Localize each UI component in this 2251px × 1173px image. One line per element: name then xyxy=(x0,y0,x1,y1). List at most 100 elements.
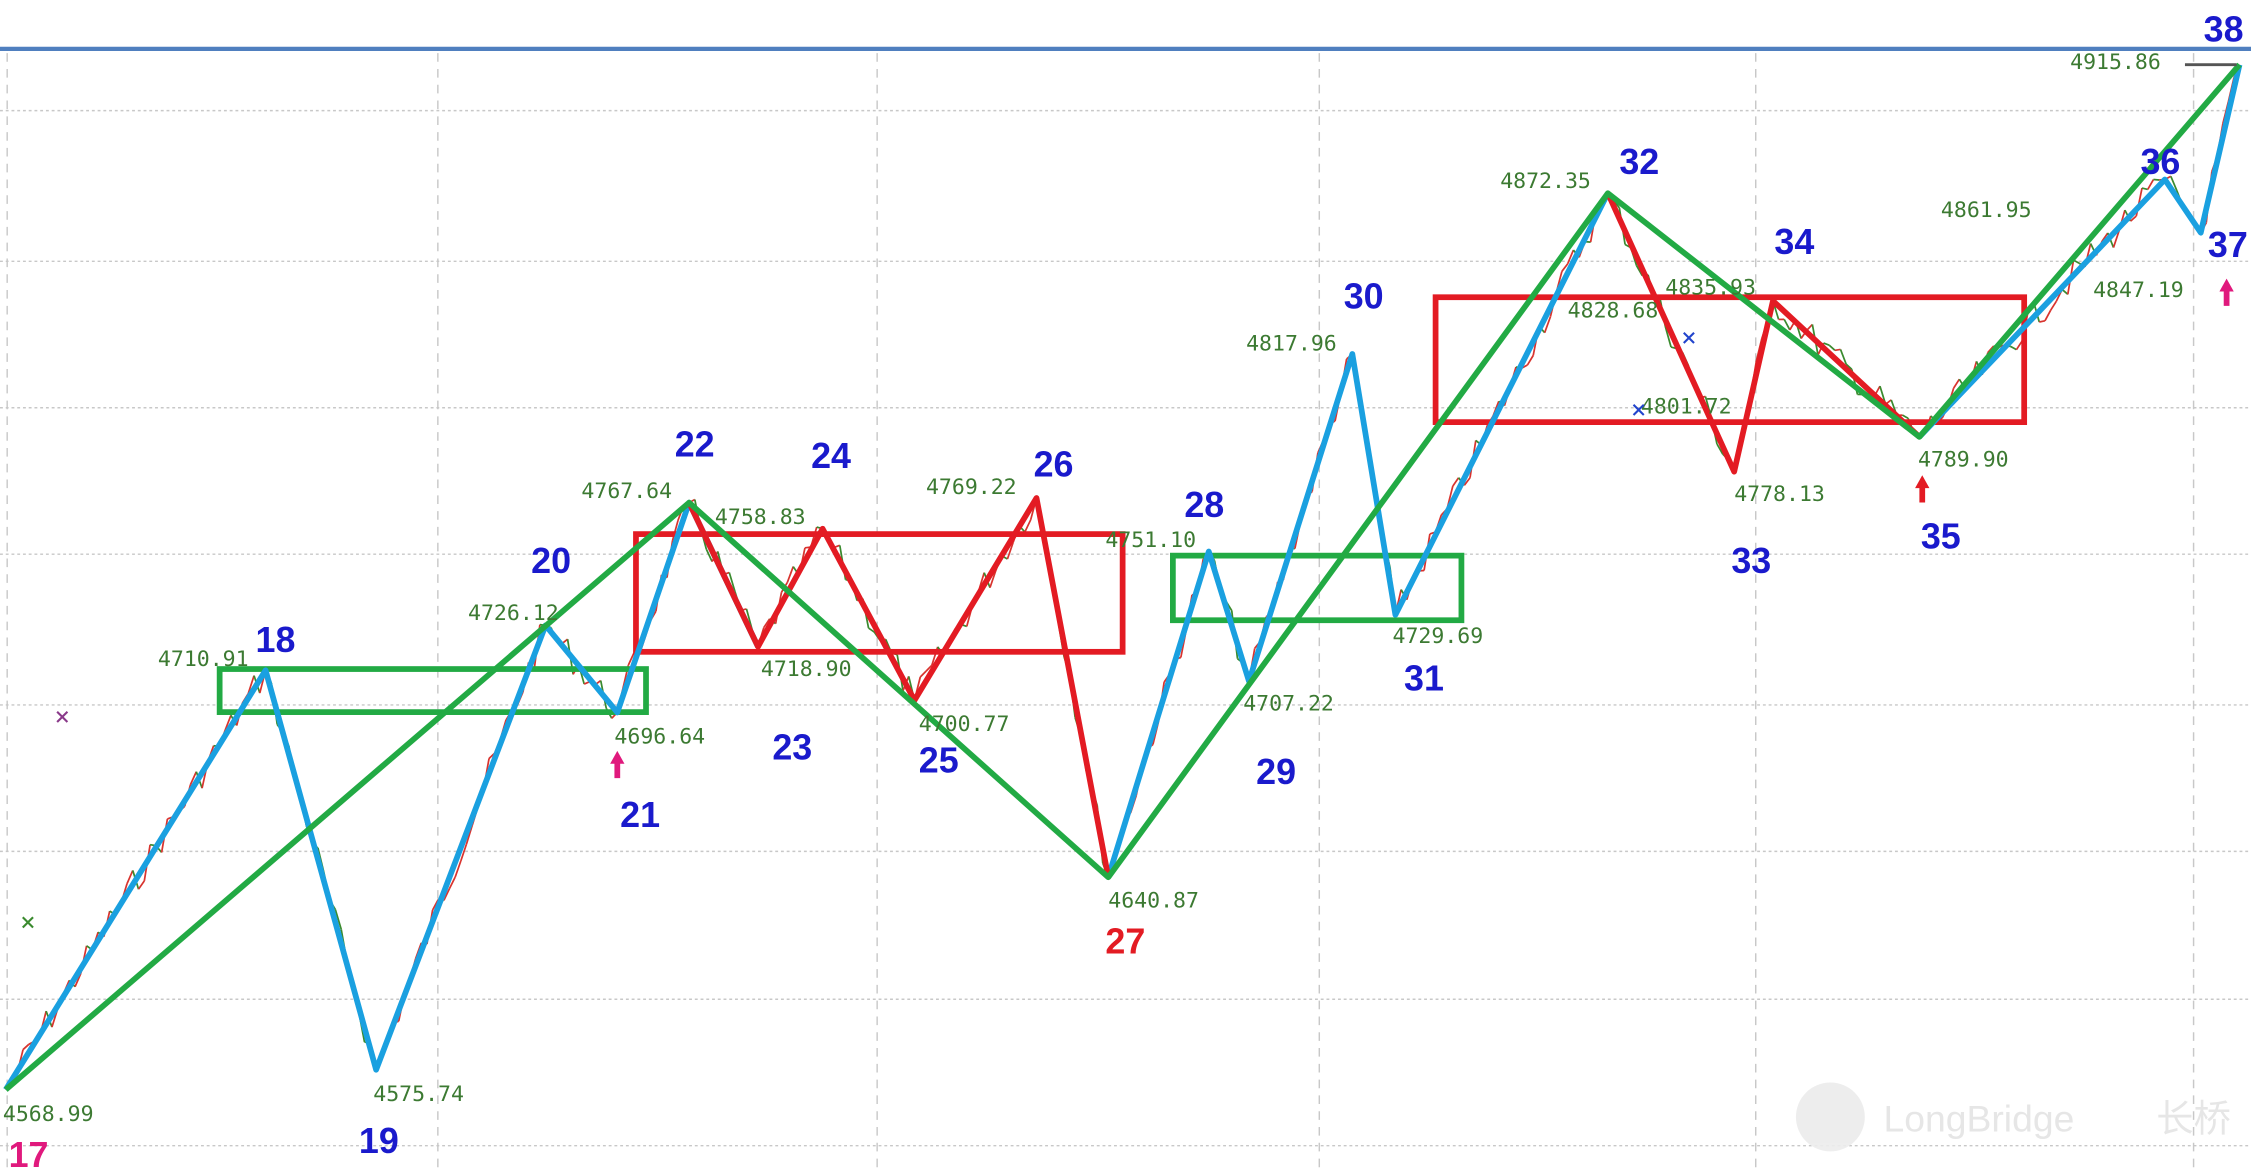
wave-number-21: 21 xyxy=(620,795,660,835)
wave-number-19: 19 xyxy=(359,1121,399,1161)
price-segment xyxy=(1664,326,1672,348)
price-segment xyxy=(2039,319,2046,323)
wave-number-23: 23 xyxy=(772,727,812,767)
x-marker: × xyxy=(20,907,36,937)
price-segment xyxy=(925,664,933,672)
wave-number-37: 37 xyxy=(2208,225,2248,265)
pivot-value-label: 4700.77 xyxy=(919,712,1010,737)
pivot-value-label: 4835.93 xyxy=(1665,275,1756,300)
pivot-value-label: 4729.69 xyxy=(1393,624,1484,649)
green-box xyxy=(216,666,649,715)
blue-wave-line xyxy=(1917,64,2243,439)
price-segment xyxy=(763,618,771,628)
wave-number-36: 36 xyxy=(2140,142,2180,182)
price-segment xyxy=(334,909,343,930)
x-marker: × xyxy=(1631,395,1647,425)
price-segment xyxy=(74,973,82,988)
price-segment xyxy=(465,825,473,845)
price-segment xyxy=(2010,345,2017,351)
wave-number-29: 29 xyxy=(1256,752,1296,792)
x-marker: × xyxy=(55,702,71,732)
watermark-brand: LongBridge xyxy=(1883,1097,2074,1139)
red-box xyxy=(633,531,1126,655)
price-segment xyxy=(1006,541,1015,560)
price-segment xyxy=(2170,175,2178,191)
price-segment xyxy=(728,572,736,592)
price-segment xyxy=(1952,378,1961,389)
wave-lines xyxy=(3,62,2243,1092)
pivot-value-label: 4707.22 xyxy=(1243,692,1334,717)
pivot-value-label: 4751.10 xyxy=(1105,528,1196,553)
price-segment xyxy=(1024,519,1032,533)
price-segment xyxy=(2101,232,2109,242)
wave-number-31: 31 xyxy=(1404,659,1444,699)
price-segment xyxy=(1828,344,1836,351)
price-segment xyxy=(1566,249,1575,265)
watermark-cn: 长桥 xyxy=(2156,1097,2231,1139)
pivot-value-label: 4847.19 xyxy=(2093,278,2184,303)
red-box xyxy=(1432,294,2028,425)
pivot-value-label: 4861.95 xyxy=(1941,198,2032,223)
wave-number-35: 35 xyxy=(1921,516,1961,556)
price-segment xyxy=(126,870,134,885)
pivot-value-label: 4575.74 xyxy=(373,1082,464,1107)
pivot-value-label: 4767.64 xyxy=(581,479,672,504)
price-segment xyxy=(1543,316,1552,333)
price-segment xyxy=(448,876,456,889)
wave-number-17: 17 xyxy=(9,1135,49,1173)
price-annotation-label: 4828.68 xyxy=(1568,298,1659,323)
markers: × × × × xyxy=(20,63,2237,937)
price-segment xyxy=(460,843,468,862)
price-segment xyxy=(989,570,997,588)
wave-number-25: 25 xyxy=(919,740,959,780)
price-segment xyxy=(224,714,232,731)
price-segment xyxy=(1839,349,1847,365)
price-segment xyxy=(1845,363,1853,370)
price-segment xyxy=(627,652,635,666)
wave-number-18: 18 xyxy=(256,620,296,660)
wave-number-24: 24 xyxy=(811,436,851,476)
price-segment xyxy=(22,1043,30,1051)
pivot-value-label: 4758.83 xyxy=(715,505,806,530)
price-segment xyxy=(2146,179,2155,190)
wave-number-30: 30 xyxy=(1344,277,1384,317)
price-segment xyxy=(247,675,255,694)
price-segment xyxy=(671,520,679,541)
wave-number-33: 33 xyxy=(1731,541,1771,581)
watermark: LongBridge 长桥 xyxy=(1795,1082,2231,1152)
wave-number-32: 32 xyxy=(1619,142,1659,182)
up-arrow-icon xyxy=(610,750,625,779)
price-segment xyxy=(1823,342,1830,347)
price-segment xyxy=(2130,215,2137,222)
red-wave-line xyxy=(1605,192,1922,475)
wave-number-38: 38 xyxy=(2204,10,2244,50)
price-segment xyxy=(2141,187,2148,191)
pivot-value-label: 4568.99 xyxy=(3,1102,94,1127)
pivot-value-label: 4640.87 xyxy=(1108,888,1199,913)
longbridge-logo xyxy=(1795,1082,1865,1152)
pivot-value-label: 4915.86 xyxy=(2070,50,2161,75)
price-segment xyxy=(1716,443,1724,455)
consolidation-boxes xyxy=(216,294,2028,715)
price-segment xyxy=(1526,355,1534,366)
green-box xyxy=(1170,552,1465,624)
pivot-value-label: 4872.35 xyxy=(1500,169,1591,194)
pivot-value-label: 4789.90 xyxy=(1918,448,2009,473)
price-segment xyxy=(1635,265,1644,277)
wave-number-27: 27 xyxy=(1105,921,1145,961)
wave-number-28: 28 xyxy=(1184,485,1224,525)
price-segment xyxy=(1783,318,1791,331)
wave-number-20: 20 xyxy=(531,541,571,581)
price-annotation-label: 4801.72 xyxy=(1641,395,1732,420)
price-segment xyxy=(1561,263,1569,272)
price-segment xyxy=(2049,300,2058,311)
up-arrow-icon xyxy=(2219,278,2234,306)
price-segment xyxy=(1987,345,1995,353)
red-wave-line xyxy=(686,495,1112,878)
pivot-value-label: 4718.90 xyxy=(761,657,852,682)
price-segment xyxy=(868,627,875,633)
price-segment xyxy=(1452,477,1460,487)
pivot-value-label: 4696.64 xyxy=(614,725,705,750)
